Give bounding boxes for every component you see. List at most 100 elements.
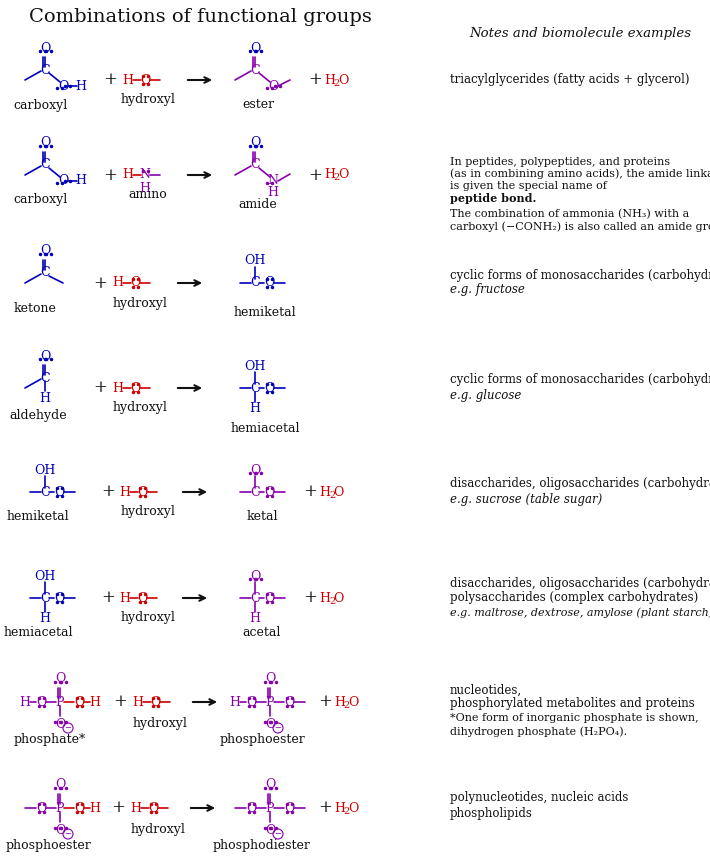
Text: O: O: [58, 79, 68, 93]
Text: O: O: [250, 464, 260, 476]
Text: O: O: [348, 696, 358, 709]
Text: phosphodiester: phosphodiester: [213, 839, 311, 852]
Text: e.g. glucose: e.g. glucose: [450, 389, 521, 402]
Text: In peptides, polypeptides, and proteins
(as in combining amino acids), the amide: In peptides, polypeptides, and proteins …: [450, 157, 710, 191]
Text: H: H: [324, 73, 336, 87]
Text: O: O: [55, 673, 65, 685]
Text: +: +: [113, 693, 127, 710]
Text: hemiacetal: hemiacetal: [230, 421, 300, 434]
Text: +: +: [318, 800, 332, 816]
Text: P: P: [266, 802, 274, 814]
Text: hemiketal: hemiketal: [6, 511, 70, 524]
Text: 2: 2: [334, 78, 340, 88]
Text: C: C: [40, 64, 50, 77]
Text: O: O: [130, 382, 140, 395]
Text: O: O: [264, 277, 274, 290]
Text: dihydrogen phosphate (H₂PO₄).: dihydrogen phosphate (H₂PO₄).: [450, 727, 627, 737]
Text: H: H: [320, 592, 330, 605]
Text: O: O: [338, 169, 348, 181]
Text: N: N: [139, 169, 151, 181]
Text: C: C: [40, 267, 50, 280]
Text: H: H: [133, 696, 143, 709]
Text: OH: OH: [244, 255, 266, 267]
Text: P: P: [56, 802, 64, 814]
Text: hydroxyl: hydroxyl: [133, 717, 187, 730]
Text: O: O: [148, 802, 158, 814]
Text: C: C: [250, 382, 260, 395]
Text: hemiacetal: hemiacetal: [4, 626, 72, 640]
Text: +: +: [103, 71, 117, 89]
Text: OH: OH: [34, 569, 55, 582]
Text: ketone: ketone: [13, 302, 56, 315]
Text: Notes and biomolecule examples: Notes and biomolecule examples: [469, 28, 691, 40]
Text: +: +: [308, 167, 322, 183]
Text: cyclic forms of monosaccharides (carbohydrates): cyclic forms of monosaccharides (carbohy…: [450, 373, 710, 386]
Text: O: O: [338, 73, 348, 87]
Text: ester: ester: [242, 99, 274, 112]
Text: amide: amide: [239, 199, 278, 212]
Text: O: O: [74, 696, 84, 709]
Text: C: C: [250, 64, 260, 77]
Text: peptide bond.: peptide bond.: [450, 193, 536, 204]
Text: O: O: [246, 696, 256, 709]
Text: OH: OH: [244, 359, 266, 372]
Text: −: −: [65, 830, 72, 838]
Text: H: H: [40, 391, 50, 404]
Text: acetal: acetal: [243, 626, 281, 640]
Text: O: O: [74, 802, 84, 814]
Text: H: H: [119, 486, 131, 499]
Text: H: H: [123, 169, 133, 181]
Text: −: −: [275, 830, 281, 838]
Text: O: O: [264, 486, 274, 499]
Text: O: O: [54, 592, 64, 605]
Text: phosphorylated metabolites and proteins: phosphorylated metabolites and proteins: [450, 697, 695, 710]
Text: H: H: [324, 169, 336, 181]
Text: H: H: [75, 79, 87, 93]
Text: OH: OH: [34, 464, 55, 476]
Text: 2: 2: [334, 174, 340, 182]
Text: cyclic forms of monosaccharides (carbohydrates): cyclic forms of monosaccharides (carbohy…: [450, 268, 710, 281]
Text: e.g. maltrose, dextrose, amylose (plant starch), cellulose: e.g. maltrose, dextrose, amylose (plant …: [450, 608, 710, 618]
Text: O: O: [264, 382, 274, 395]
Text: O: O: [36, 696, 46, 709]
Text: H: H: [268, 187, 278, 200]
Text: O: O: [40, 137, 50, 150]
Text: H: H: [249, 612, 261, 625]
Text: The combination of ammonia (NH₃) with a
carboxyl (−CONH₂) is also called an amid: The combination of ammonia (NH₃) with a …: [450, 209, 710, 231]
Text: O: O: [55, 825, 65, 838]
Text: amino: amino: [129, 188, 168, 201]
Text: disaccharides, oligosaccharides (carbohydrates): disaccharides, oligosaccharides (carbohy…: [450, 576, 710, 589]
Text: +: +: [103, 167, 117, 183]
Text: phosphoester: phosphoester: [219, 734, 305, 746]
Text: polysaccharides (complex carbohydrates): polysaccharides (complex carbohydrates): [450, 592, 698, 605]
Text: O: O: [265, 825, 275, 838]
Text: Combinations of functional groups: Combinations of functional groups: [28, 8, 371, 26]
Text: phospholipids: phospholipids: [450, 807, 533, 820]
Text: O: O: [40, 349, 50, 363]
Text: C: C: [40, 592, 50, 605]
Text: +: +: [93, 274, 107, 292]
Text: hemiketal: hemiketal: [234, 306, 296, 320]
Text: O: O: [58, 175, 68, 187]
Text: O: O: [130, 277, 140, 290]
Text: H: H: [119, 592, 131, 605]
Text: O: O: [264, 592, 274, 605]
Text: disaccharides, oligosaccharides (carbohydrates): disaccharides, oligosaccharides (carbohy…: [450, 477, 710, 490]
Text: H: H: [112, 382, 124, 395]
Text: H: H: [249, 402, 261, 415]
Text: hydroxyl: hydroxyl: [121, 506, 175, 519]
Text: H: H: [40, 612, 50, 625]
Text: −: −: [65, 724, 72, 732]
Text: −: −: [275, 724, 281, 732]
Text: 2: 2: [329, 597, 335, 605]
Text: hydroxyl: hydroxyl: [121, 611, 175, 624]
Text: +: +: [303, 589, 317, 606]
Text: polynucleotides, nucleic acids: polynucleotides, nucleic acids: [450, 791, 628, 804]
Text: O: O: [265, 673, 275, 685]
Text: O: O: [55, 778, 65, 791]
Text: P: P: [266, 696, 274, 709]
Text: +: +: [318, 693, 332, 710]
Text: H: H: [123, 73, 133, 87]
Text: +: +: [303, 483, 317, 501]
Text: C: C: [250, 158, 260, 171]
